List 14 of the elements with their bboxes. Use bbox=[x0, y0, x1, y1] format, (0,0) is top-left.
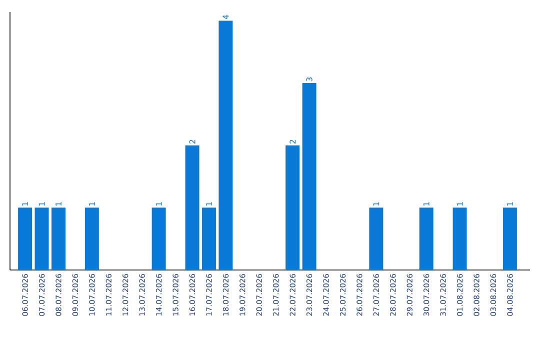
bar bbox=[452, 208, 467, 270]
bar bbox=[18, 208, 32, 270]
bar bbox=[51, 208, 66, 270]
bar bbox=[302, 83, 316, 270]
bar bbox=[502, 208, 517, 270]
bar bbox=[369, 208, 384, 270]
bar bbox=[84, 208, 99, 270]
bar bbox=[152, 208, 166, 270]
bar bbox=[419, 208, 434, 270]
bar bbox=[185, 145, 200, 270]
bar bbox=[218, 20, 233, 270]
bar bbox=[34, 208, 49, 270]
bar bbox=[202, 208, 216, 270]
bar bbox=[286, 145, 300, 270]
